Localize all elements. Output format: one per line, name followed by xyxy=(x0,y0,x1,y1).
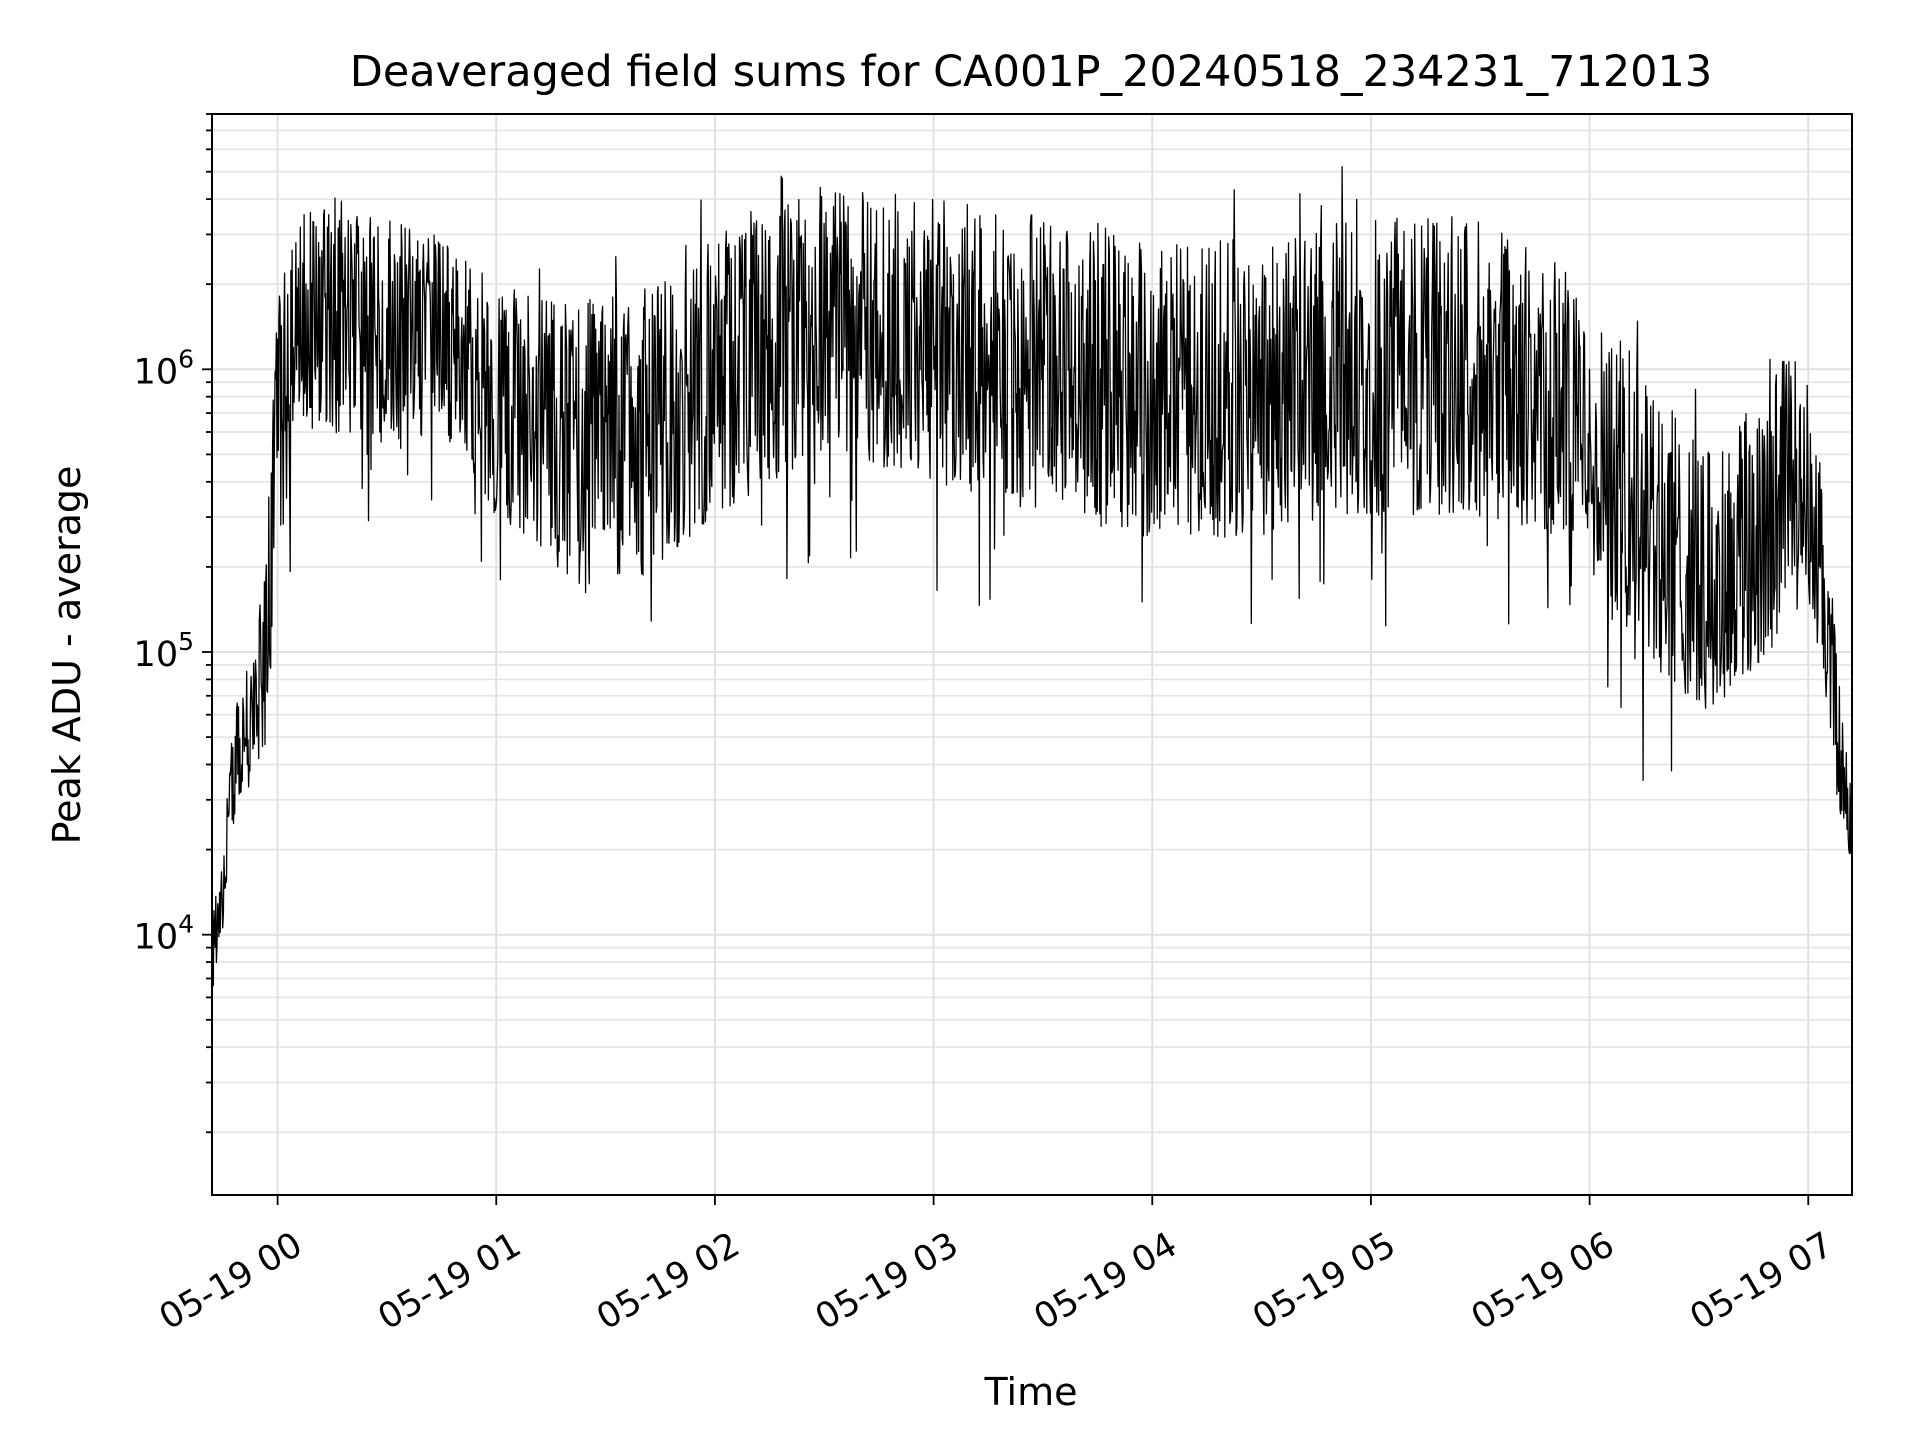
y-tick-label: 105 xyxy=(134,627,194,675)
chart-title: Deaveraged field sums for CA001P_2024051… xyxy=(350,47,1713,97)
x-axis: 05-19 00 05-19 01 05-19 02 05-19 03 05-19 04… xyxy=(153,1195,1840,1338)
plot-frame xyxy=(211,113,1853,1196)
x-tick-label: 05-19 01 xyxy=(372,1225,528,1338)
x-tick-label: 05-19 03 xyxy=(809,1225,965,1338)
x-tick-label: 05-19 00 xyxy=(153,1225,309,1338)
x-tick-label: 05-19 02 xyxy=(590,1225,746,1338)
y-axis-label: Peak ADU - average xyxy=(45,466,89,845)
y-axis: 104 105 106 xyxy=(134,113,212,1134)
x-tick-label: 05-19 07 xyxy=(1684,1225,1840,1338)
y-tick-label: 104 xyxy=(134,910,194,958)
y-tick-label: 106 xyxy=(134,344,194,392)
x-tick-label: 05-19 04 xyxy=(1028,1225,1184,1338)
x-tick-label: 05-19 05 xyxy=(1246,1225,1402,1338)
x-axis-label: Time xyxy=(984,1370,1078,1414)
x-tick-label: 05-19 06 xyxy=(1465,1225,1621,1338)
series-line xyxy=(211,166,1853,987)
